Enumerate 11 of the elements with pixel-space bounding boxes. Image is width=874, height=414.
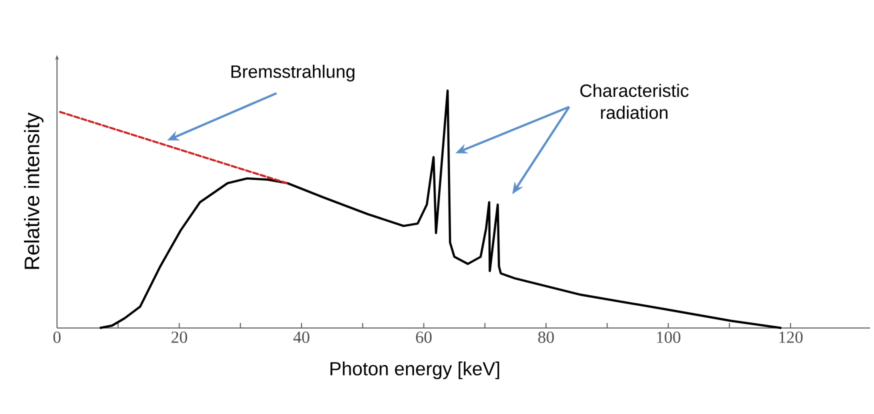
x-tick-label: 120 bbox=[779, 332, 803, 343]
x-tick-label: 20 bbox=[172, 332, 188, 343]
x-axis-title: Photon energy [keV] bbox=[330, 362, 500, 380]
annotation: Characteristic radiation bbox=[580, 84, 689, 119]
x-tick-label: 40 bbox=[293, 332, 310, 343]
x-tick-label: 0 bbox=[53, 332, 61, 343]
annotation: Bremsstrahlung bbox=[231, 64, 354, 82]
x-tick-label: 100 bbox=[657, 332, 680, 343]
x-tick-label: 60 bbox=[416, 332, 432, 343]
y-axis-title: Relative intensity bbox=[24, 112, 44, 269]
x-tick-label: 80 bbox=[538, 332, 554, 343]
